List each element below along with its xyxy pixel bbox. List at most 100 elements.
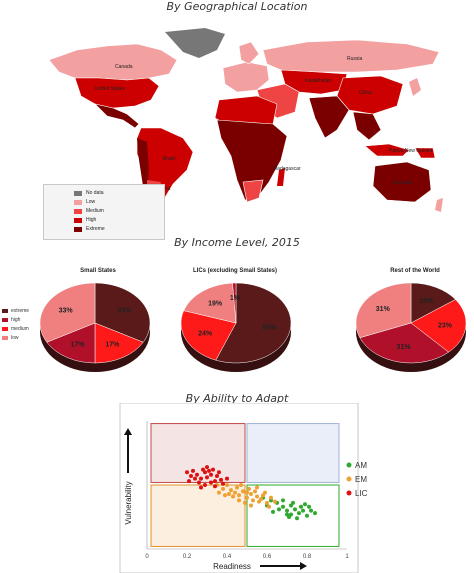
pie-slice-high [359, 322, 450, 364]
geo-section-title: By Geographical Location [166, 0, 308, 13]
map-legend-label: Low [86, 199, 96, 205]
scatter-point-am [277, 507, 281, 512]
map-legend-row: Medium [74, 207, 104, 215]
map-region-canada [48, 43, 178, 81]
pie-value-label: 17% [71, 341, 86, 348]
map-region-south-asia [308, 95, 350, 139]
scatter-point-am [293, 507, 297, 512]
scatter-point-em [269, 495, 273, 500]
scatter-point-em [251, 498, 255, 503]
income-section-title: By Income Level, 2015 [174, 236, 300, 249]
scatter-point-lic [219, 477, 223, 482]
quadrant-bottom-right [246, 484, 340, 547]
map-region-andes [137, 138, 149, 196]
scatter-point-am [303, 502, 307, 507]
map-region-japan [409, 78, 421, 96]
map-region-australia [372, 161, 432, 203]
scatter-point-am [281, 504, 285, 509]
pie-slice-medium [94, 322, 144, 364]
pie-legend-row: medium [2, 324, 29, 333]
scatter-point-am [307, 504, 311, 509]
map-region-greenland [165, 28, 225, 58]
y-axis-arrowhead [124, 428, 132, 435]
scatter-point-em [259, 497, 263, 502]
x-tick-label: 0.8 [303, 554, 312, 560]
map-label-australia: Australia [393, 180, 413, 186]
pie-charts: 33% 17% 17% 33% 56% 24% 19% 1% 15% 23% 31% 31% [39, 282, 467, 372]
scatter-point-em [265, 500, 269, 505]
pie-legend-label: high [11, 316, 21, 323]
map-region-central-america [94, 103, 140, 129]
map-legend-label: Medium [86, 208, 104, 214]
scatter-point-lic [187, 479, 191, 484]
scatter-point-lic [221, 481, 225, 486]
map-region-russia [262, 39, 440, 73]
pie-slice-low [39, 282, 96, 343]
pie-value-label: 33% [117, 307, 132, 314]
pie-slice-extreme [215, 282, 292, 364]
map-legend-swatch-medium [74, 208, 82, 214]
scatter-point-em [223, 493, 227, 498]
x-tick-label: 0.4 [223, 554, 232, 560]
x-axis-arrowhead [300, 562, 307, 570]
pie-legend-row: extreme [2, 306, 29, 315]
pie-legend-row: high [2, 315, 29, 324]
legend-label-em: EM [355, 475, 367, 484]
pie-title-rest-of-world: Rest of the World [390, 268, 440, 274]
scatter-point-lic [199, 476, 203, 481]
scatter-point-em [239, 483, 243, 487]
pie-slice-extreme [94, 282, 151, 343]
scatter-chart: 0 0.2 0.4 0.6 0.8 1 Readiness Vulnerability AM EM… [119, 403, 368, 573]
adapt-section-title: By Ability to Adapt [185, 392, 289, 405]
scatter-point-lic [211, 467, 215, 472]
map-legend-row: No data [74, 189, 104, 197]
scatter-point-am [285, 508, 289, 513]
scatter-point-lic [213, 484, 217, 489]
scatter-point-em [237, 498, 241, 503]
map-legend-swatch-high [74, 217, 82, 223]
scatter-point-am [291, 500, 295, 505]
pie-legend-swatch-extreme [2, 308, 8, 313]
scatter-point-lic [225, 476, 229, 481]
pie-value-label: 15% [419, 298, 434, 305]
pie-legend-row: low [2, 333, 29, 342]
pie-legend-label: extreme [11, 307, 30, 314]
pie-value-label: 56% [262, 325, 277, 332]
scatter-point-em [249, 503, 253, 508]
x-axis-label: Readiness [213, 562, 251, 571]
scatter-point-am [295, 516, 299, 521]
pie-slice-high [46, 322, 96, 364]
scatter-point-am [309, 508, 313, 513]
pie-value-label: 19% [208, 300, 223, 307]
scatter-point-em [217, 490, 221, 495]
pie-value-label: 31% [376, 306, 391, 313]
map-region-madagascar [277, 168, 285, 186]
scatter-point-lic [191, 468, 195, 473]
scatter-point-lic [193, 476, 197, 481]
map-legend-label: No data [86, 190, 104, 196]
scatter-point-am [301, 508, 305, 513]
scatter-point-em [241, 489, 245, 494]
map-label-us: United States [95, 86, 126, 92]
x-tick-label: 0.6 [263, 554, 272, 560]
map-legend-swatch-extreme [74, 226, 82, 232]
scatter-point-em [229, 488, 233, 493]
map-label-canada: Canada [115, 64, 133, 70]
map-label-russia: Russia [347, 56, 363, 62]
legend-label-am: AM [355, 461, 367, 470]
pie-legend-swatch-low [2, 335, 8, 340]
map-legend-row: Extreme [74, 225, 105, 233]
x-tick-label: 0.2 [183, 554, 192, 560]
scatter-point-em [255, 494, 259, 499]
pie-chart-0: 33% 17% 17% 33% [39, 282, 151, 372]
pie-value-label: 17% [105, 341, 120, 348]
map-legend-row: High [74, 216, 96, 224]
scatter-point-em [235, 485, 239, 490]
scatter-point-em [225, 483, 229, 487]
map-legend-swatch-no-data [74, 190, 82, 196]
pie-value-label: 23% [438, 322, 453, 329]
scatter-point-em [247, 486, 251, 491]
scatter-point-em [253, 489, 257, 494]
map-region-new-zealand [435, 198, 443, 212]
pie-slice-medium [180, 310, 237, 361]
